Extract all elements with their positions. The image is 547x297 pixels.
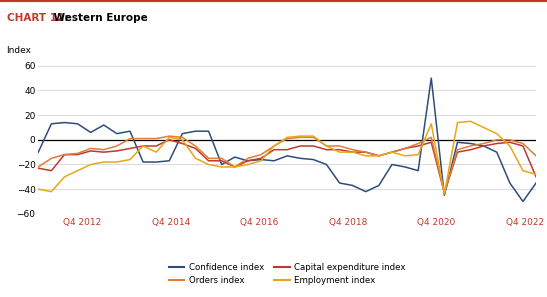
Text: Western Europe: Western Europe <box>50 13 148 23</box>
Text: Index: Index <box>7 46 32 55</box>
Legend: Confidence index, Orders index, Capital expenditure index, Employment index: Confidence index, Orders index, Capital … <box>169 263 405 285</box>
Text: CHART 12:: CHART 12: <box>7 13 68 23</box>
